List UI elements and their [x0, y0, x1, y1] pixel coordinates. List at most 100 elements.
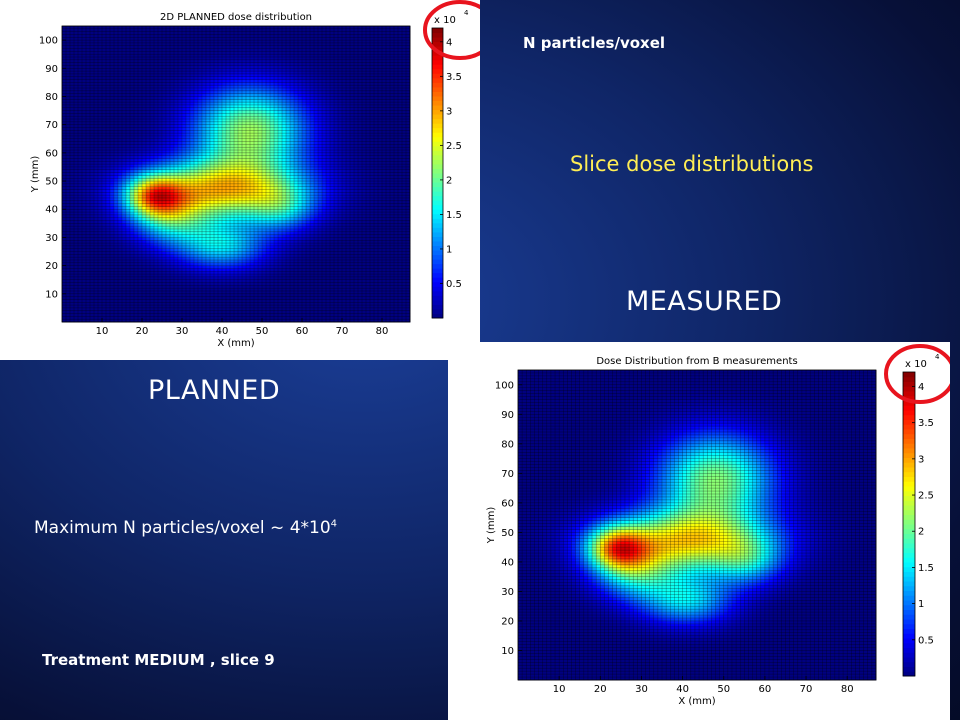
heatmap-cell — [142, 28, 147, 33]
heatmap-cell — [206, 296, 211, 300]
heatmap-cell — [130, 164, 135, 168]
heatmap-cell — [218, 305, 223, 309]
heatmap-cell — [126, 265, 131, 269]
heatmap-cell — [202, 319, 207, 323]
heatmap-cell — [194, 65, 199, 69]
heatmap-cell — [142, 206, 147, 210]
heatmap-cell — [62, 152, 67, 157]
heatmap-cell — [238, 237, 243, 241]
heatmap-cell — [214, 276, 219, 281]
heatmap-cell — [214, 107, 219, 111]
heatmap-cell — [90, 288, 95, 292]
heatmap-cell — [126, 138, 131, 142]
heatmap-cell — [106, 144, 111, 148]
heatmap-cell — [82, 138, 87, 142]
heatmap-cell — [202, 150, 207, 154]
heatmap-cell — [186, 76, 191, 80]
heatmap-cell — [158, 240, 163, 244]
heatmap-cell — [218, 231, 223, 236]
heatmap-cell — [138, 93, 143, 97]
heatmap-cell — [158, 37, 163, 41]
heatmap-cell — [118, 158, 123, 162]
heatmap-cell — [126, 279, 131, 283]
heatmap-cell — [218, 245, 223, 250]
heatmap-cell — [186, 290, 191, 295]
heatmap-cell — [238, 88, 243, 92]
heatmap-cell — [174, 186, 179, 190]
heatmap-cell — [146, 169, 151, 173]
heatmap-cell — [114, 243, 119, 247]
heatmap-cell — [118, 178, 123, 182]
heatmap-cell — [242, 271, 247, 275]
heatmap-cell — [170, 164, 175, 168]
heatmap-cell — [98, 319, 103, 323]
heatmap-cell — [234, 155, 239, 159]
heatmap-cell — [82, 254, 87, 258]
heatmap-cell — [70, 209, 75, 213]
heatmap-cell — [238, 319, 243, 323]
heatmap-cell — [98, 158, 103, 162]
heatmap-cell — [130, 121, 135, 126]
heatmap-cell — [70, 245, 75, 250]
heatmap-cell — [122, 307, 127, 312]
heatmap-cell — [186, 307, 191, 312]
heatmap-cell — [82, 293, 87, 298]
heatmap-cell — [150, 166, 155, 171]
heatmap-cell — [66, 274, 71, 278]
heatmap-cell — [86, 234, 91, 238]
heatmap-cell — [222, 192, 227, 196]
heatmap-cell — [78, 310, 83, 314]
heatmap-cell — [134, 150, 139, 154]
heatmap-cell — [230, 288, 235, 292]
heatmap-cell — [138, 240, 143, 244]
heatmap-cell — [150, 107, 155, 111]
heatmap-cell — [118, 113, 123, 117]
heatmap-cell — [126, 57, 131, 61]
heatmap-cell — [102, 285, 107, 289]
heatmap-cell — [158, 268, 163, 272]
heatmap-cell — [142, 217, 147, 221]
heatmap-cell — [118, 169, 123, 173]
heatmap-cell — [86, 175, 91, 179]
heatmap-cell — [70, 299, 75, 303]
heatmap-cell — [174, 155, 179, 159]
heatmap-cell — [238, 34, 243, 38]
heatmap-cell — [142, 102, 147, 106]
heatmap-cell — [86, 212, 91, 216]
heatmap-cell — [162, 96, 167, 100]
heatmap-cell — [218, 90, 223, 95]
heatmap-cell — [82, 183, 87, 188]
heatmap-cell — [62, 110, 67, 114]
heatmap-cell — [146, 206, 151, 210]
heatmap-cell — [90, 85, 95, 89]
heatmap-cell — [150, 150, 155, 154]
heatmap-cell — [194, 271, 199, 275]
heatmap-cell — [178, 42, 183, 47]
heatmap-cell — [222, 76, 227, 80]
heatmap-cell — [178, 234, 183, 238]
heatmap-cell — [130, 76, 135, 80]
heatmap-cell — [138, 107, 143, 111]
heatmap-cell — [162, 172, 167, 176]
heatmap-cell — [134, 293, 139, 298]
heatmap-cell — [194, 276, 199, 281]
heatmap-cell — [206, 203, 211, 207]
heatmap-cell — [206, 48, 211, 52]
heatmap-cell — [130, 220, 135, 224]
heatmap-cell — [66, 124, 71, 128]
heatmap-cell — [226, 65, 231, 69]
heatmap-cell — [158, 223, 163, 227]
heatmap-cell — [246, 203, 251, 207]
heatmap-cell — [78, 164, 83, 168]
heatmap-cell — [74, 279, 79, 283]
heatmap-cell — [94, 228, 99, 233]
heatmap-cell — [66, 262, 71, 267]
heatmap-cell — [246, 183, 251, 188]
heatmap-cell — [174, 144, 179, 148]
heatmap-cell — [182, 316, 187, 320]
heatmap-cell — [206, 79, 211, 83]
heatmap-cell — [142, 155, 147, 159]
heatmap-cell — [206, 217, 211, 221]
heatmap-cell — [174, 220, 179, 224]
heatmap-cell — [206, 82, 211, 86]
